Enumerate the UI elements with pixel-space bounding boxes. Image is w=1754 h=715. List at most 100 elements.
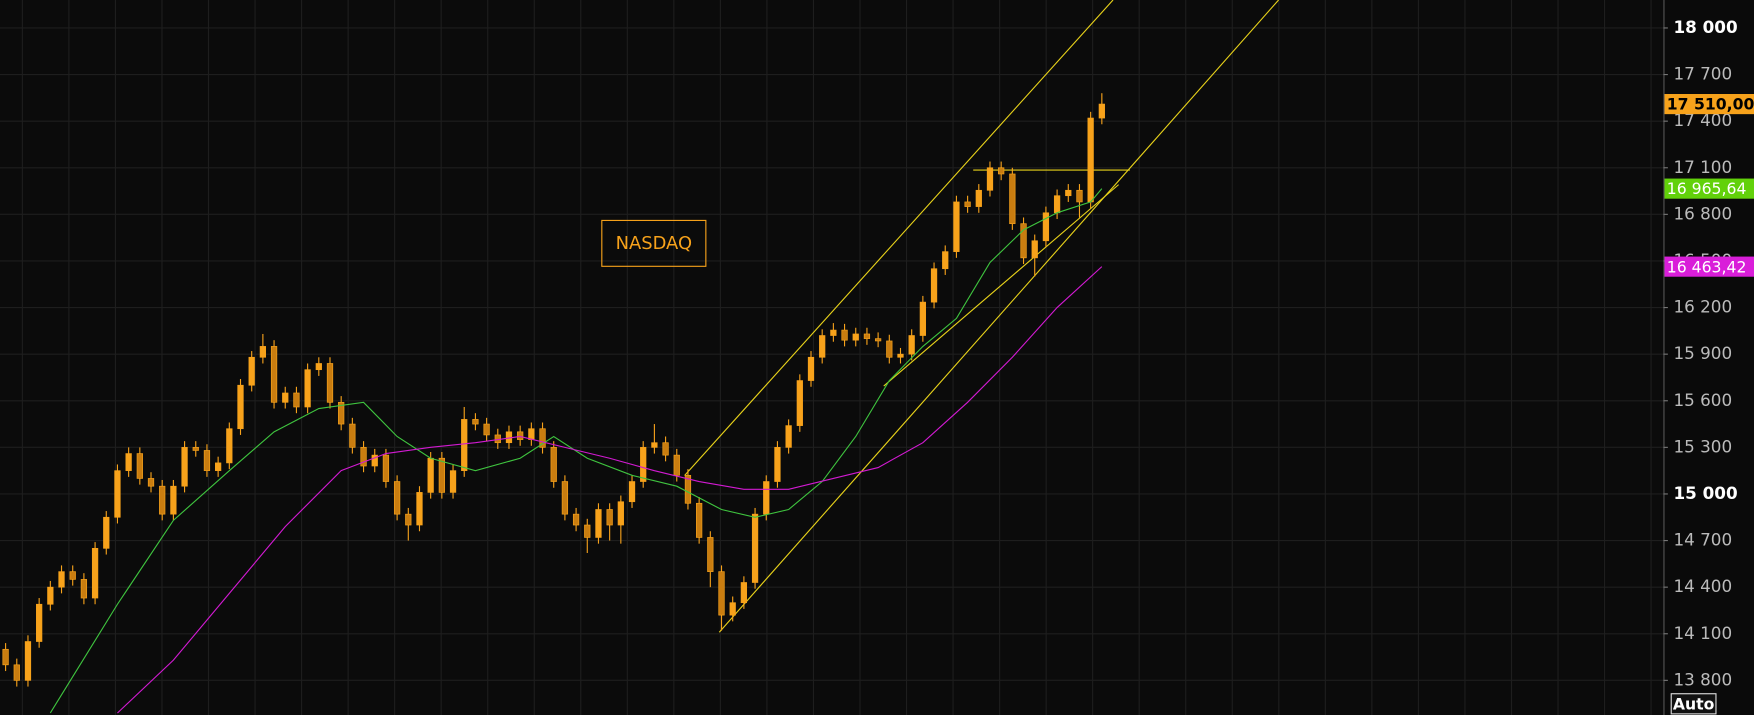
candle-body <box>796 380 803 426</box>
auto-button-box[interactable] <box>1670 693 1717 715</box>
candle-body <box>550 447 557 482</box>
y-tick-label: 17 700 <box>1673 64 1732 84</box>
candle-body <box>673 454 680 476</box>
y-tick-label: 14 400 <box>1673 576 1732 596</box>
candle-body <box>371 454 378 467</box>
candle-body <box>282 392 289 403</box>
candle-body <box>1053 195 1061 214</box>
moving-average <box>117 266 1103 714</box>
y-axis: 13 800 14 100 14 400 14 700 15 000 15 300 15 6… <box>1663 17 1754 689</box>
y-tick-label: 16 200 <box>1673 297 1732 317</box>
label-box <box>601 219 707 267</box>
candle-body <box>852 333 859 341</box>
candle-body <box>226 428 233 464</box>
candle-body <box>405 513 412 526</box>
candle-body <box>919 301 926 336</box>
candle-body <box>472 419 479 425</box>
candle-body <box>517 431 524 440</box>
y-tick-label: 18 000 <box>1673 17 1737 37</box>
candle-body <box>382 454 390 482</box>
candle-body <box>103 516 110 549</box>
candle-body <box>640 447 647 482</box>
candle-body <box>36 603 43 642</box>
plot <box>2 93 1105 714</box>
candle-body <box>740 582 748 604</box>
candle-body <box>393 481 401 515</box>
candle-body <box>13 664 20 681</box>
price-tag-label: 16 965,64 <box>1667 179 1747 198</box>
candle-body <box>47 586 54 605</box>
candle-body <box>886 340 893 358</box>
candle-body <box>651 442 658 448</box>
candle-body <box>1009 173 1016 225</box>
moving-average <box>49 188 1103 714</box>
candle-body <box>863 333 871 339</box>
y-tick-label: 15 600 <box>1673 390 1732 410</box>
candle-body <box>561 481 569 515</box>
y-tick-label: 16 800 <box>1673 203 1732 223</box>
candle-body <box>315 363 322 371</box>
candle-body <box>114 470 121 518</box>
candle-body <box>326 363 334 403</box>
candle-body <box>214 462 222 471</box>
candle-body <box>237 384 244 430</box>
price-tag-label: 17 510,00 <box>1667 95 1754 114</box>
candle-body <box>539 428 546 448</box>
candle-body <box>461 419 468 471</box>
candle-body <box>192 447 199 451</box>
candle-body <box>964 201 971 207</box>
candle-body <box>416 492 423 526</box>
candle-body <box>998 167 1005 175</box>
candle-body <box>819 335 826 358</box>
candle-body <box>58 571 65 588</box>
candle-body <box>248 356 255 386</box>
channel-inner <box>883 184 1119 387</box>
candle-body <box>617 501 624 526</box>
candle-body <box>1042 212 1050 242</box>
candle-body <box>1098 103 1105 119</box>
candle-body <box>181 447 188 487</box>
candle-body <box>438 457 445 493</box>
candle-body <box>147 478 155 487</box>
candle-body <box>159 485 166 515</box>
candle-body <box>572 513 580 526</box>
candle-body <box>953 201 960 252</box>
candle-body <box>830 329 837 336</box>
candle-body <box>125 453 132 471</box>
candle-body <box>483 423 490 436</box>
candle-body <box>595 509 602 538</box>
candle-body <box>841 329 848 341</box>
candle-body <box>1065 189 1072 197</box>
candle-body <box>774 447 781 482</box>
y-tick-label: 17 400 <box>1673 110 1732 130</box>
candle-body <box>349 423 356 448</box>
axis-panel <box>1663 0 1754 715</box>
candle-body <box>975 189 982 207</box>
y-tick-label: 13 800 <box>1673 669 1732 689</box>
channel-upper <box>684 0 1114 476</box>
auto-button-label[interactable]: Auto <box>1673 694 1715 713</box>
candle-body <box>662 442 669 456</box>
candle-body <box>707 537 714 572</box>
y-tick-label: 15 300 <box>1673 436 1732 456</box>
price-tag <box>1664 94 1754 115</box>
candle-body <box>729 602 736 616</box>
candle-body <box>718 571 725 616</box>
candle-body <box>696 502 703 538</box>
candle-body <box>69 571 76 580</box>
candle-body <box>259 346 267 358</box>
candle-body <box>908 335 915 355</box>
candle-body <box>338 401 345 425</box>
candle-body <box>24 641 32 681</box>
candle-body <box>751 513 759 583</box>
candle-body <box>293 392 300 408</box>
candle-body <box>1020 223 1027 259</box>
auto-button[interactable]: Auto <box>1670 693 1717 715</box>
candle-body <box>785 425 792 448</box>
candle-body <box>170 485 177 515</box>
candle-body <box>584 524 591 538</box>
candle-body <box>763 481 770 515</box>
candle-body <box>304 369 311 408</box>
